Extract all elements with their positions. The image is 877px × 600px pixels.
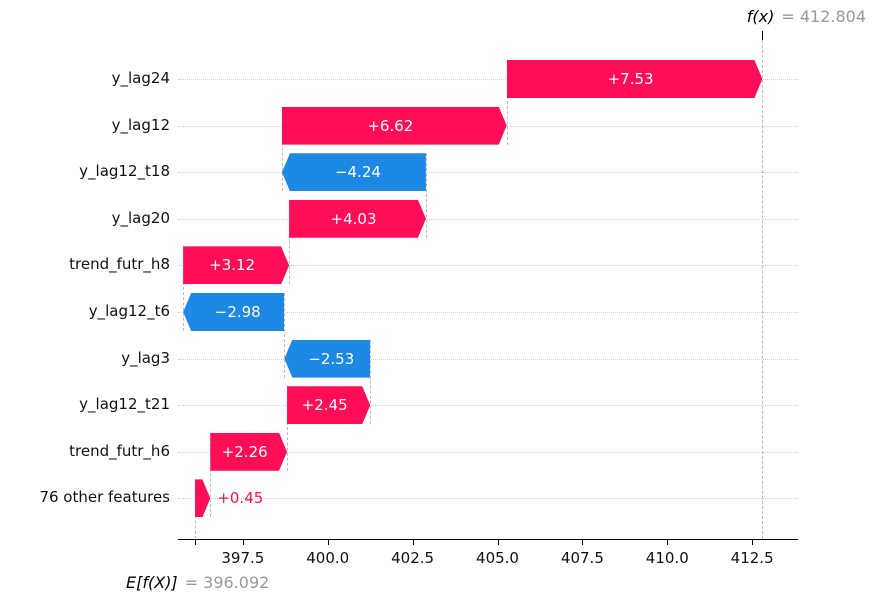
positive-bar bbox=[210, 432, 287, 471]
gridline bbox=[178, 358, 798, 360]
connector-line bbox=[281, 106, 283, 192]
feature-label: y_lag12_t21 bbox=[79, 395, 170, 414]
fx-annotation-value: = 412.804 bbox=[781, 7, 866, 26]
positive-bar bbox=[183, 246, 290, 285]
gridline bbox=[178, 265, 798, 267]
x-axis bbox=[178, 539, 798, 540]
x-tick-label: 402.5 bbox=[391, 549, 435, 567]
positive-bar bbox=[281, 106, 507, 145]
x-tick-label: 405.0 bbox=[476, 549, 519, 567]
gridline bbox=[178, 312, 798, 313]
positive-bar bbox=[506, 60, 763, 98]
fx-annotation-name: f(x) bbox=[746, 7, 775, 26]
bar-value-label: −2.98 bbox=[214, 303, 261, 321]
feature-label: 76 other features bbox=[39, 488, 170, 507]
bar-value-label: −4.24 bbox=[334, 163, 381, 182]
x-axis-tick bbox=[497, 540, 499, 545]
feature-label: y_lag20 bbox=[111, 208, 170, 227]
positive-bar bbox=[289, 199, 426, 238]
x-axis-tick bbox=[412, 540, 414, 545]
fx-annotation: f(x) = 412.804 bbox=[747, 7, 866, 26]
connector-line bbox=[425, 153, 427, 238]
bar-value-label: +2.45 bbox=[301, 396, 348, 415]
x-axis-tick bbox=[327, 540, 329, 545]
fx-tick-mark bbox=[762, 31, 764, 40]
x-axis-tick bbox=[667, 540, 669, 545]
bar-value-label: +2.26 bbox=[221, 442, 268, 461]
x-axis-tick bbox=[582, 540, 584, 545]
bar-value-label: +3.12 bbox=[209, 256, 256, 275]
gridline bbox=[178, 498, 798, 500]
x-tick-label: 410.0 bbox=[645, 549, 689, 567]
bar-value-label: +7.53 bbox=[607, 70, 654, 88]
connector-line bbox=[506, 60, 508, 145]
negative-bar bbox=[183, 293, 285, 331]
feature-label: trend_futr_h8 bbox=[69, 255, 170, 274]
bar-value-label: +4.03 bbox=[330, 209, 377, 228]
base-annotation-value: = 396.092 bbox=[184, 573, 270, 592]
gridline bbox=[178, 405, 798, 407]
connector-line bbox=[370, 339, 372, 425]
x-axis-tick bbox=[242, 540, 244, 545]
bar-value-label: −2.53 bbox=[308, 349, 355, 368]
positive-bar bbox=[195, 479, 211, 518]
bar-value-label: +6.62 bbox=[367, 116, 414, 135]
feature-label: y_lag12_t18 bbox=[79, 162, 170, 181]
gridline bbox=[178, 218, 798, 220]
fx-dashed-line bbox=[762, 40, 764, 539]
connector-line bbox=[289, 199, 291, 285]
gridline bbox=[178, 451, 798, 453]
feature-label: y_lag3 bbox=[121, 348, 170, 367]
feature-label: trend_futr_h6 bbox=[69, 441, 170, 460]
connector-line bbox=[287, 386, 289, 471]
x-tick-label: 407.5 bbox=[560, 549, 604, 567]
feature-label: y_lag12_t6 bbox=[88, 302, 170, 320]
gridline bbox=[178, 79, 798, 80]
base-annotation-name: E[f(X)] bbox=[126, 573, 178, 592]
negative-bar bbox=[284, 339, 371, 378]
x-tick-label: 412.5 bbox=[730, 549, 774, 567]
positive-bar bbox=[287, 386, 371, 425]
feature-label: y_lag12 bbox=[111, 115, 170, 134]
bar-value-label: +0.45 bbox=[217, 489, 264, 508]
base-value-annotation: E[f(X)] = 396.092 bbox=[126, 573, 269, 592]
negative-bar bbox=[281, 153, 426, 192]
connector-line bbox=[210, 432, 212, 518]
feature-label: y_lag24 bbox=[111, 69, 170, 87]
base-value-tick bbox=[195, 540, 197, 545]
connector-line bbox=[183, 246, 185, 331]
connector-line bbox=[284, 293, 286, 378]
x-axis-tick bbox=[752, 540, 754, 545]
x-tick-label: 397.5 bbox=[221, 549, 265, 567]
gridline bbox=[178, 172, 798, 174]
x-tick-label: 400.0 bbox=[306, 549, 350, 567]
